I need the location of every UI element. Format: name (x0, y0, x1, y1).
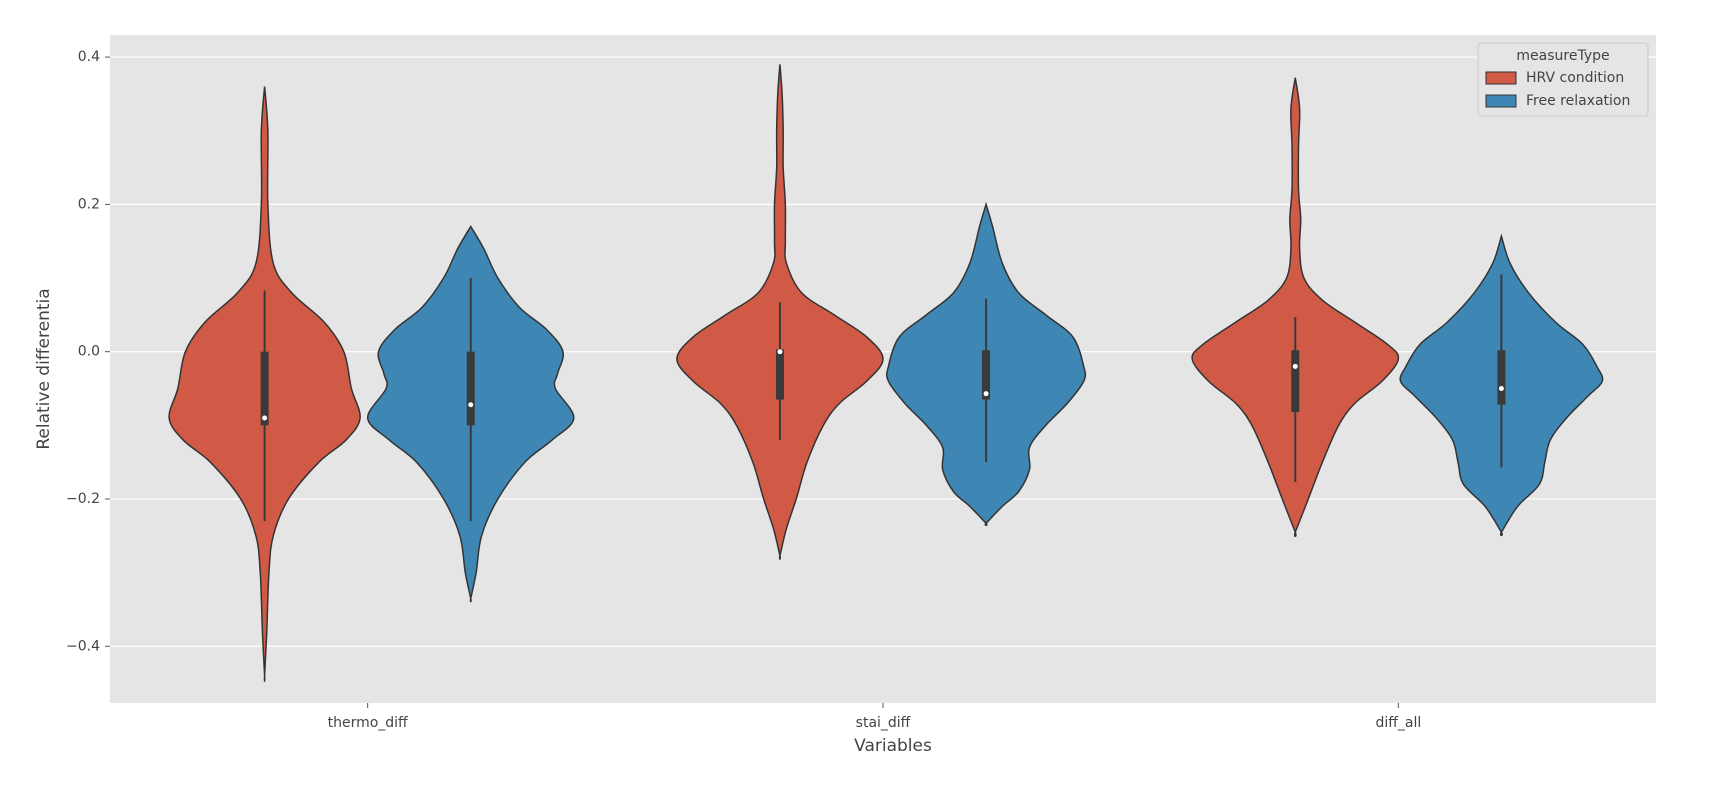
legend-swatch (1485, 94, 1517, 108)
y-tick-label: 0.2 (78, 196, 100, 212)
x-tick-label: thermo_diff (328, 715, 408, 731)
median (1498, 386, 1504, 392)
median (262, 415, 268, 421)
median (468, 402, 474, 408)
violin-body (1191, 77, 1400, 538)
legend-frame (1477, 42, 1649, 117)
median (1292, 363, 1298, 369)
box (775, 349, 784, 400)
legend-title: measureType (1516, 48, 1609, 64)
legend: measureType HRV condition Free relaxation (1477, 42, 1649, 117)
legend-label: HRV condition (1526, 70, 1624, 86)
y-tick-label: −0.2 (66, 491, 100, 507)
box (466, 351, 475, 426)
y-tick-label: 0.0 (78, 344, 100, 360)
median (777, 349, 783, 355)
x-axis-label: Variables (854, 736, 932, 756)
y-axis-label: Relative differentia (34, 288, 54, 449)
median (983, 391, 989, 397)
legend-swatch (1485, 71, 1517, 85)
y-tick-label: 0.4 (78, 49, 100, 65)
y-tick-label: −0.4 (66, 638, 100, 654)
box (1497, 350, 1506, 405)
legend-label: Free relaxation (1526, 93, 1630, 109)
box (260, 351, 269, 426)
x-tick-label: stai_diff (856, 715, 911, 731)
plot-background (110, 35, 1656, 703)
x-tick-label: diff_all (1375, 715, 1421, 731)
box (1291, 350, 1300, 413)
box (982, 350, 991, 400)
